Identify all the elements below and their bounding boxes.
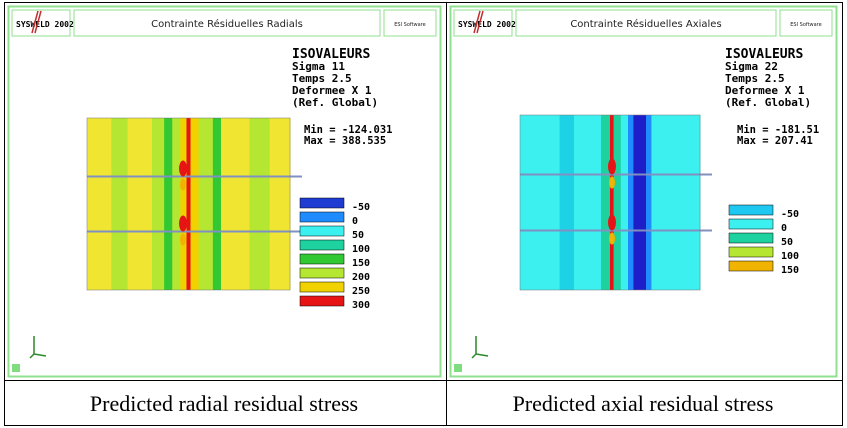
- legend-label: 0: [781, 223, 787, 234]
- panel: SYSWELD 2002 Contrainte Résiduelles Axial…: [449, 5, 838, 416]
- info-line: (Ref. Global): [292, 96, 378, 109]
- legend-label: 100: [781, 251, 799, 262]
- contour-band: [164, 118, 173, 290]
- logo: SYSWELD 2002: [458, 20, 516, 29]
- legend-swatch: [728, 232, 774, 244]
- legend-swatch: [299, 253, 345, 265]
- hot-spot: [179, 215, 187, 232]
- contour-band: [127, 118, 153, 290]
- logo-mark: [473, 10, 484, 34]
- legend-label: 50: [781, 237, 793, 248]
- range-line: Max = 388.535: [304, 135, 386, 147]
- title-box: [515, 9, 777, 37]
- info-title: ISOVALEURS: [292, 47, 370, 62]
- plot-outline: [86, 117, 291, 291]
- panel-title: Contrainte Résiduelles Axiales: [570, 18, 721, 30]
- info-line: Sigma 22: [725, 60, 778, 73]
- contour-band: [613, 115, 622, 290]
- contour-band: [212, 118, 222, 290]
- contour-band: [628, 115, 634, 290]
- plot-outline: [519, 114, 701, 291]
- legend-swatch: [728, 218, 774, 230]
- vendor-box: [383, 9, 437, 37]
- hot-spot: [180, 178, 186, 191]
- contour-band: [172, 118, 181, 290]
- range-line: Min = -124.031: [304, 124, 393, 136]
- legend-label: 200: [352, 272, 370, 283]
- hot-spot: [609, 232, 615, 245]
- legend-swatch: [299, 225, 345, 237]
- hot-spot: [608, 214, 616, 231]
- legend-label: 50: [352, 230, 364, 241]
- contour-band: [620, 115, 629, 290]
- legend-swatch: [299, 267, 345, 279]
- contour-band: [646, 115, 652, 290]
- legend-swatch: [728, 260, 774, 272]
- contour-band: [198, 118, 214, 290]
- legend-swatch: [299, 239, 345, 251]
- range-line: Max = 207.41: [737, 135, 813, 147]
- corner-box: [454, 364, 462, 372]
- table-border: [4, 2, 843, 426]
- logo-mark: [31, 10, 42, 34]
- info-title: ISOVALEURS: [725, 47, 803, 62]
- vendor: ESI Software: [394, 22, 425, 28]
- info-line: Temps 2.5: [725, 72, 785, 85]
- info-line: Sigma 11: [292, 60, 345, 73]
- legend-label: -50: [781, 209, 799, 220]
- panel: SYSWELD 2002 Contrainte Résiduelles Radia…: [7, 5, 442, 416]
- info-line: Temps 2.5: [292, 72, 352, 85]
- contour-band: [111, 118, 129, 290]
- legend-label: 150: [781, 265, 799, 276]
- contour-band: [180, 118, 187, 290]
- contour-band: [186, 118, 192, 290]
- legend-label: 250: [352, 286, 370, 297]
- legend-label: 100: [352, 244, 370, 255]
- legend-label: 300: [352, 300, 370, 311]
- contour-band: [190, 118, 200, 290]
- vendor-box: [779, 9, 833, 37]
- legend-swatch: [299, 281, 345, 293]
- logo-box: [453, 9, 513, 37]
- logo: SYSWELD 2002: [16, 20, 74, 29]
- legend-label: -50: [352, 202, 370, 213]
- contour-band: [610, 115, 615, 290]
- contour-band: [87, 118, 112, 290]
- hot-spot: [609, 176, 615, 189]
- contour-band: [269, 118, 291, 290]
- axis-triad: [471, 336, 489, 359]
- info-line: Deformee X 1: [292, 84, 372, 97]
- contour-band: [601, 115, 611, 290]
- contour-band: [574, 115, 602, 290]
- title-box: [73, 9, 381, 37]
- legend-swatch: [728, 246, 774, 258]
- legend-swatch: [299, 295, 345, 307]
- contour-band: [633, 115, 647, 290]
- contour-band: [559, 115, 575, 290]
- legend-swatch: [299, 197, 345, 209]
- legend-swatch: [299, 211, 345, 223]
- legend-label: 150: [352, 258, 370, 269]
- info-line: Deformee X 1: [725, 84, 805, 97]
- info-line: (Ref. Global): [725, 96, 811, 109]
- contour-band: [249, 118, 271, 290]
- contour-band: [151, 118, 165, 290]
- logo-box: [11, 9, 71, 37]
- vendor: ESI Software: [790, 22, 821, 28]
- contour-band: [651, 115, 701, 290]
- hot-spot: [179, 160, 187, 177]
- contour-band: [220, 118, 250, 290]
- legend-label: 0: [352, 216, 358, 227]
- hot-spot: [608, 158, 616, 175]
- hot-spot: [180, 233, 186, 246]
- caption: Predicted axial residual stress: [513, 391, 774, 416]
- legend-swatch: [728, 204, 774, 216]
- axis-triad: [29, 336, 47, 359]
- caption: Predicted radial residual stress: [90, 391, 358, 416]
- panel-title: Contrainte Résiduelles Radials: [151, 18, 303, 30]
- range-line: Min = -181.51: [737, 124, 819, 136]
- corner-box: [12, 364, 20, 372]
- contour-band: [520, 115, 561, 290]
